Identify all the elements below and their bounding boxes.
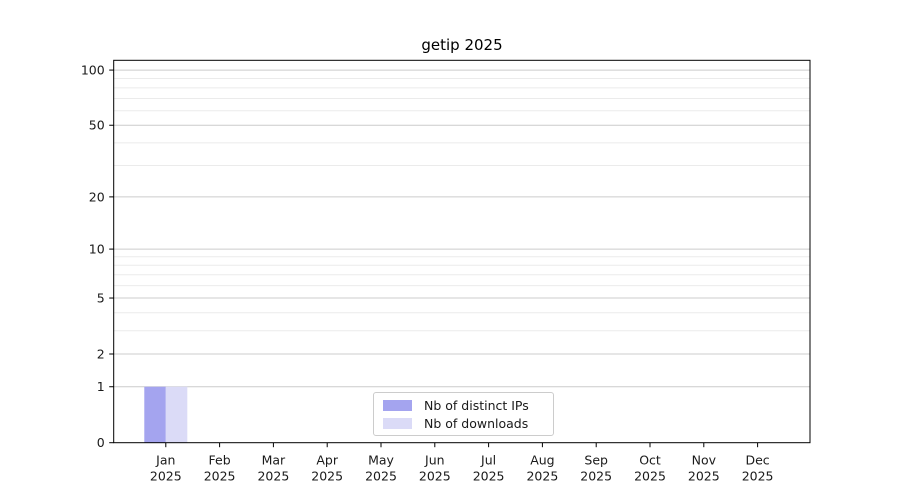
legend-swatch-downloads bbox=[383, 417, 412, 429]
legend-entry-downloads: Nb of downloads bbox=[383, 416, 544, 431]
legend-label-downloads: Nb of downloads bbox=[424, 415, 529, 431]
x-tick-label-month: Oct bbox=[639, 453, 661, 468]
x-tick-label-month: Mar bbox=[262, 453, 286, 468]
x-tick-label-year: 2025 bbox=[526, 469, 558, 484]
y-tick-label: 10 bbox=[89, 242, 105, 257]
x-tick-label-month: May bbox=[368, 453, 394, 468]
y-tick-label: 100 bbox=[81, 63, 105, 78]
chart-title: getip 2025 bbox=[421, 36, 503, 54]
x-tick-label-year: 2025 bbox=[419, 469, 451, 484]
x-tick-label-year: 2025 bbox=[688, 469, 720, 484]
y-tick-label: 50 bbox=[89, 118, 105, 133]
x-tick-label-year: 2025 bbox=[365, 469, 397, 484]
x-tick-label-month: Nov bbox=[692, 453, 717, 468]
bar-jan-series0 bbox=[144, 386, 166, 443]
x-tick-label-year: 2025 bbox=[473, 469, 505, 484]
x-tick-label-month: Sep bbox=[584, 453, 608, 468]
y-tick-label: 5 bbox=[97, 291, 105, 306]
x-tick-label-year: 2025 bbox=[257, 469, 289, 484]
x-tick-label-year: 2025 bbox=[580, 469, 612, 484]
x-tick-label-month: Feb bbox=[209, 453, 231, 468]
x-tick-label-year: 2025 bbox=[742, 469, 774, 484]
x-tick-label-month: Dec bbox=[745, 453, 769, 468]
x-tick-label-month: Jan bbox=[155, 453, 175, 468]
legend-label-distinct-ips: Nb of distinct IPs bbox=[424, 397, 529, 413]
legend-swatch-distinct-ips bbox=[383, 399, 412, 411]
legend-entry-distinct-ips: Nb of distinct IPs bbox=[383, 398, 544, 413]
x-tick-label-month: Jul bbox=[480, 453, 496, 468]
x-tick-label-month: Aug bbox=[530, 453, 554, 468]
y-tick-label: 20 bbox=[89, 189, 105, 204]
x-tick-label-year: 2025 bbox=[634, 469, 666, 484]
x-tick-label-month: Jun bbox=[424, 453, 445, 468]
y-tick-label: 2 bbox=[97, 346, 105, 361]
y-tick-label: 0 bbox=[97, 435, 105, 450]
legend: Nb of distinct IPs Nb of downloads bbox=[373, 392, 554, 436]
x-tick-label-year: 2025 bbox=[204, 469, 236, 484]
x-tick-label-year: 2025 bbox=[150, 469, 182, 484]
x-tick-label-month: Apr bbox=[316, 453, 338, 468]
y-tick-label: 1 bbox=[97, 379, 105, 394]
bar-jan-series1 bbox=[165, 386, 188, 443]
axes-spines bbox=[113, 59, 811, 444]
x-tick-label-year: 2025 bbox=[311, 469, 343, 484]
